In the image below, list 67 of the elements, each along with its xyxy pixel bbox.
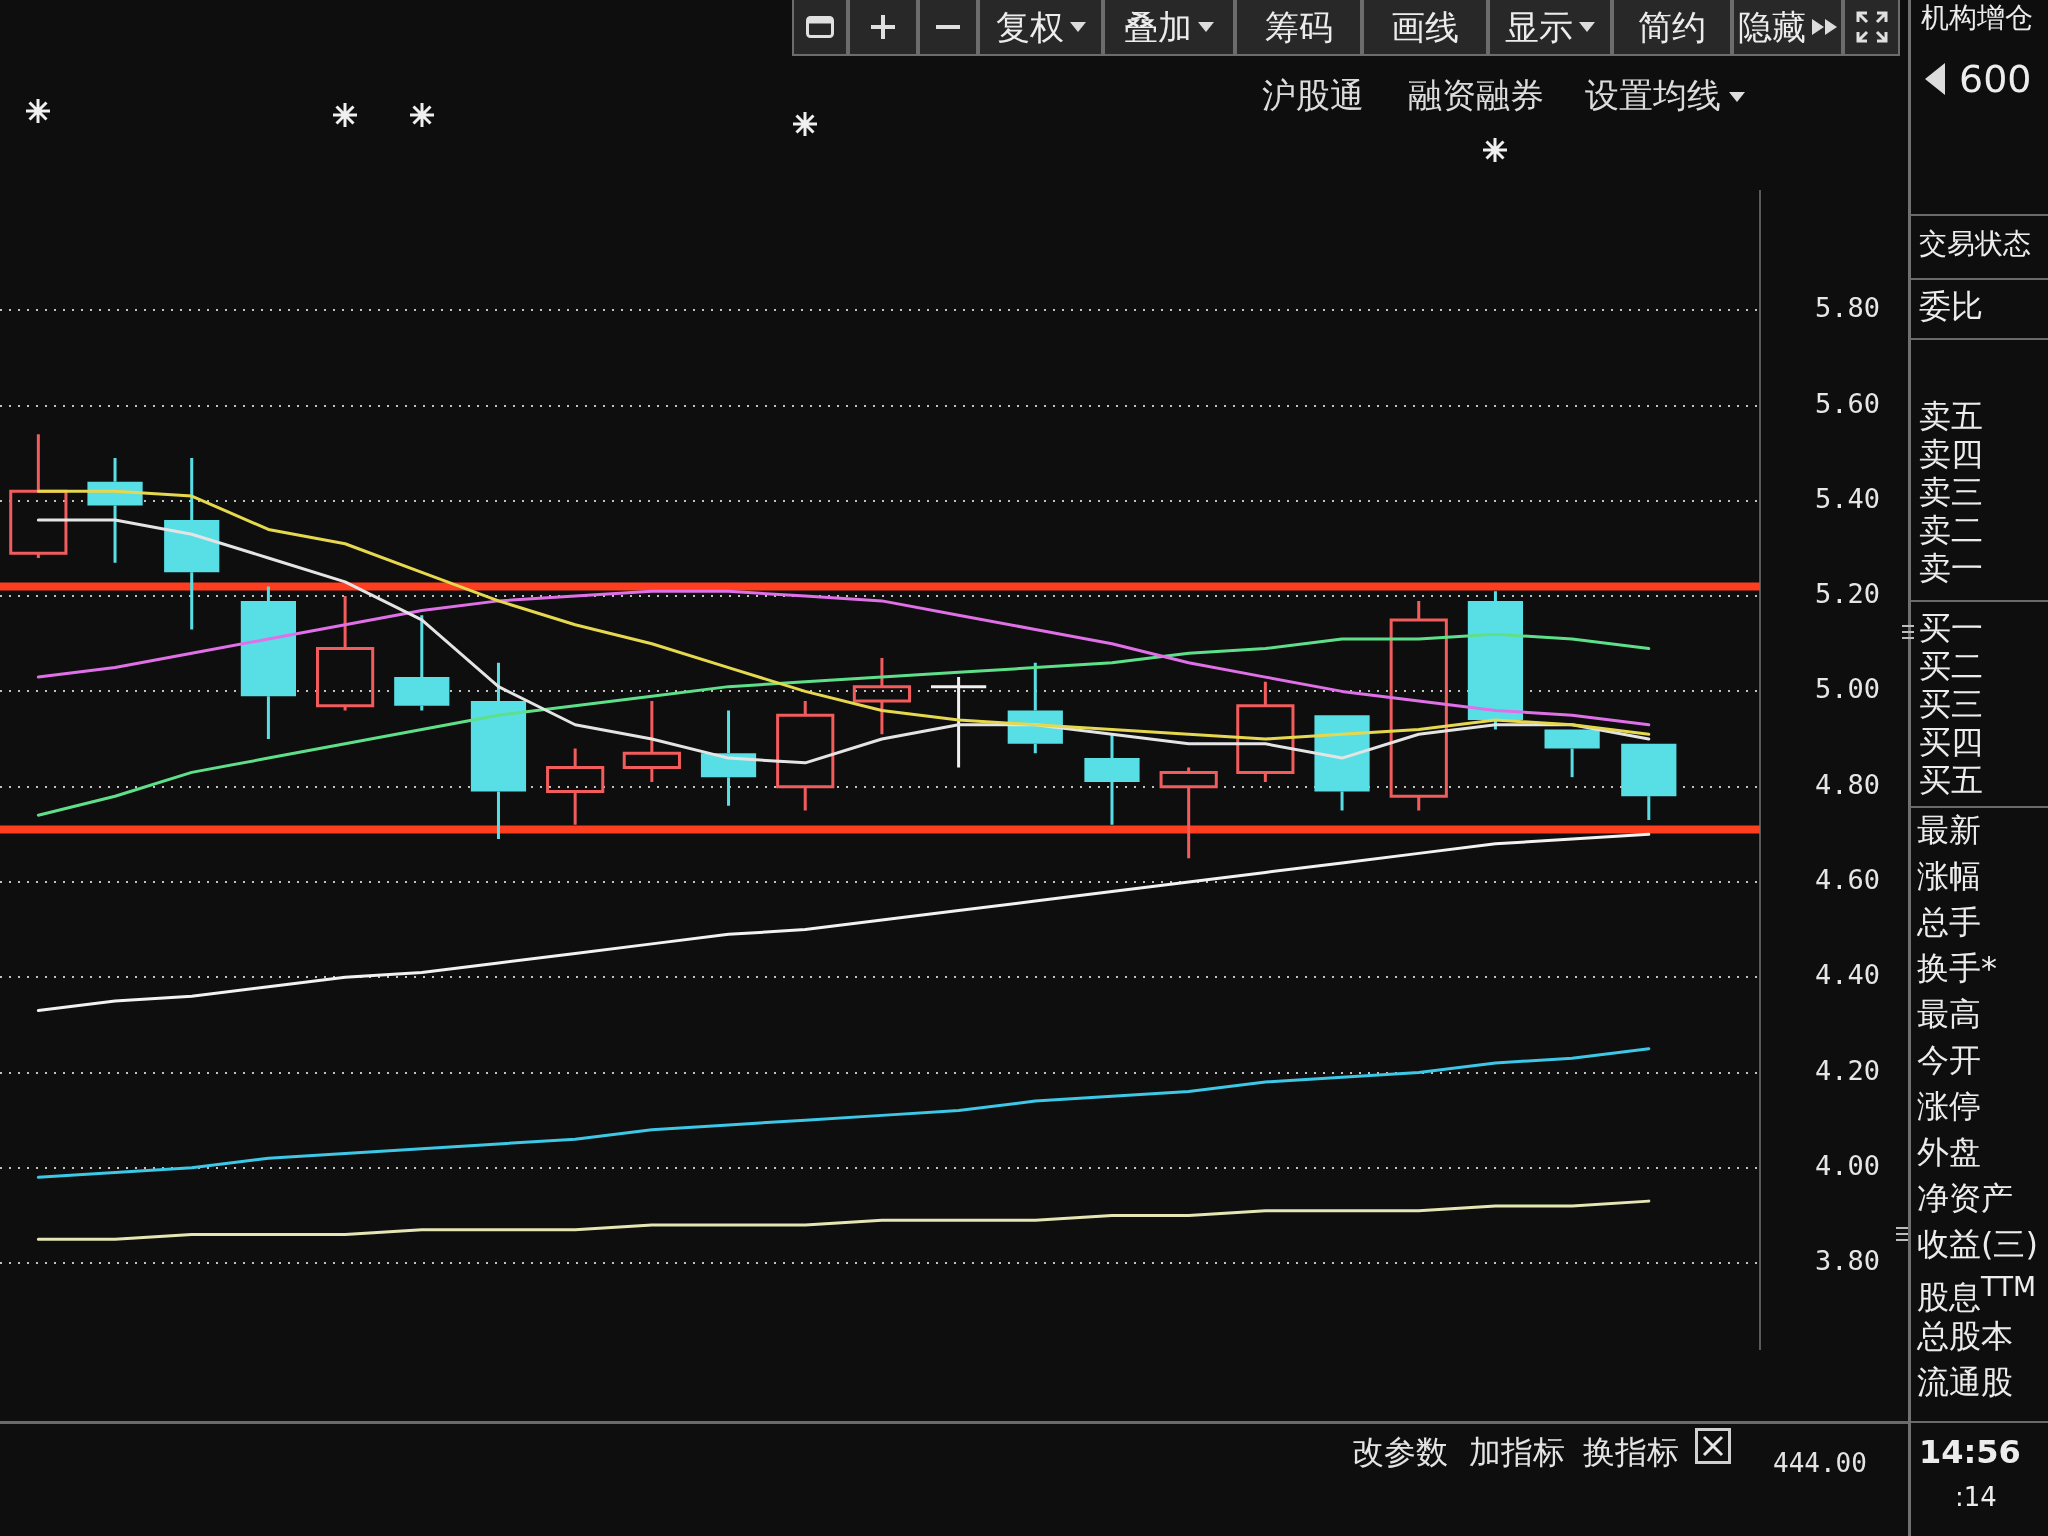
text: 机构增仓	[1921, 1, 2033, 34]
y-tick-label: 4.00	[1815, 1149, 1881, 1181]
candlestick	[1084, 734, 1140, 825]
text: 卖五	[1919, 397, 1983, 435]
text: 卖四	[1919, 435, 1983, 473]
text: 卖二	[1919, 511, 1983, 549]
toolbar-button: 复权	[978, 0, 1103, 56]
candlestick	[1159, 767, 1218, 859]
text: 加指标	[1469, 1433, 1565, 1471]
candlestick	[776, 700, 835, 811]
text: 股息$^{TTM}$	[1917, 1271, 2037, 1316]
candlestick	[240, 586, 297, 740]
text: 买四	[1919, 723, 1983, 761]
y-tick-label: 4.80	[1815, 768, 1881, 800]
text: 444.00	[1773, 1448, 1867, 1478]
text: 沪股通	[1262, 75, 1364, 115]
y-tick-label: 4.20	[1815, 1054, 1881, 1086]
y-tick-label: 5.40	[1815, 482, 1881, 514]
y-tick-label: 4.60	[1815, 863, 1881, 895]
y-tick-label: 5.00	[1815, 673, 1881, 705]
toolbar-button: 显示	[1488, 0, 1612, 56]
text: 换手*	[1917, 949, 1997, 987]
candlestick	[546, 748, 605, 825]
text: 交易状态	[1919, 227, 2031, 260]
text: 融资融券	[1408, 75, 1544, 115]
candlestick	[1544, 729, 1600, 778]
y-tick-label: 5.20	[1815, 578, 1881, 610]
toolbar-button: 简约	[1612, 0, 1732, 56]
candlestick	[470, 662, 527, 840]
text: 卖三	[1919, 473, 1983, 511]
text: 委比	[1919, 287, 1983, 325]
text: 买三	[1919, 685, 1983, 723]
text: 流通股	[1917, 1363, 2013, 1401]
toolbar-button: 筹码	[1235, 0, 1362, 56]
text: 买一	[1919, 609, 1983, 647]
text: 卖一	[1919, 549, 1983, 587]
candlestick	[164, 457, 220, 630]
text: 外盘	[1917, 1133, 1981, 1171]
y-tick-label: 5.80	[1815, 292, 1881, 324]
text: 14:56	[1919, 1433, 2021, 1471]
text: 总股本	[1917, 1317, 2013, 1355]
text: 涨停	[1917, 1087, 1981, 1125]
text: 换指标	[1583, 1433, 1679, 1471]
y-tick-label: 3.80	[1815, 1245, 1881, 1277]
candlestick	[1467, 591, 1524, 730]
y-tick-label: 4.40	[1815, 959, 1881, 991]
text: 涨幅	[1917, 857, 1981, 895]
text: 600	[1959, 57, 2032, 101]
text: 改参数	[1352, 1433, 1448, 1471]
toolbar-button: 隐藏	[1732, 0, 1843, 56]
text: 设置均线	[1585, 75, 1721, 115]
text: 总手	[1917, 903, 1981, 941]
candlestick	[622, 700, 681, 782]
text: 今开	[1917, 1041, 1981, 1079]
candlestick	[394, 615, 450, 711]
text: :14	[1955, 1482, 1997, 1512]
text: 买二	[1919, 647, 1983, 685]
toolbar-button: 画线	[1362, 0, 1488, 56]
text: 最高	[1917, 995, 1981, 1033]
text: 净资产	[1917, 1179, 2013, 1217]
y-tick-label: 5.60	[1815, 387, 1881, 419]
text: 买五	[1919, 761, 1983, 799]
candlestick	[1236, 681, 1295, 782]
text: 收益(三)	[1917, 1225, 2038, 1263]
candlestick	[1389, 600, 1448, 811]
toolbar-button: 叠加	[1103, 0, 1235, 56]
text: 最新	[1917, 811, 1981, 849]
